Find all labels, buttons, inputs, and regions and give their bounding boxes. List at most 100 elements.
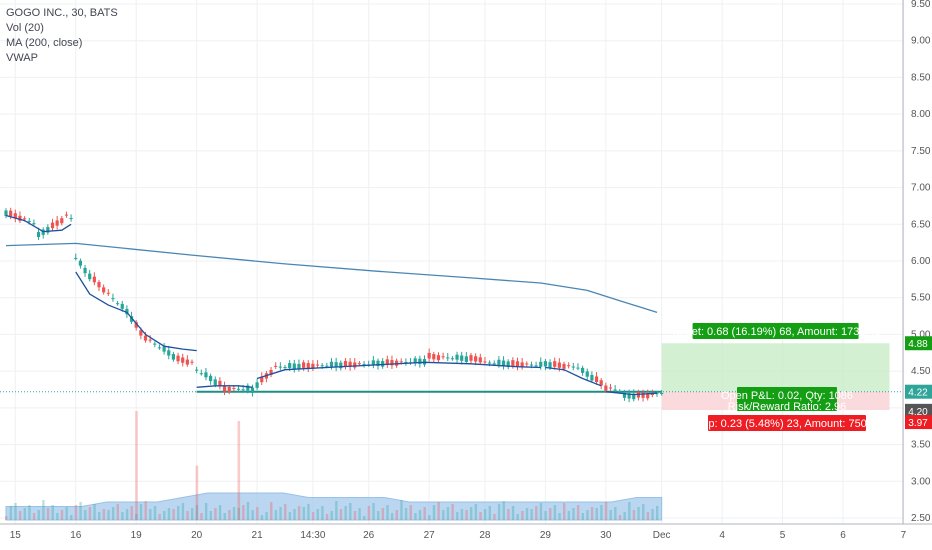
candle[interactable] <box>292 363 296 369</box>
candle[interactable] <box>515 361 520 367</box>
candle[interactable] <box>171 354 175 360</box>
candle[interactable] <box>190 361 194 363</box>
candle[interactable] <box>213 379 217 385</box>
candle[interactable] <box>576 367 580 369</box>
candle[interactable] <box>157 347 162 349</box>
candle[interactable] <box>311 363 315 369</box>
candle[interactable] <box>209 375 213 382</box>
candle[interactable] <box>613 389 617 391</box>
pnl-label[interactable] <box>737 387 837 411</box>
candle[interactable] <box>241 389 245 391</box>
candle[interactable] <box>9 210 13 217</box>
candle[interactable] <box>478 357 482 363</box>
candle[interactable] <box>594 376 599 383</box>
candle[interactable] <box>27 220 31 222</box>
candle[interactable] <box>404 361 408 363</box>
candle[interactable] <box>315 364 320 366</box>
candle[interactable] <box>474 356 478 362</box>
candle[interactable] <box>650 393 654 395</box>
candle[interactable] <box>222 386 227 392</box>
candle[interactable] <box>13 213 17 219</box>
candle[interactable] <box>520 362 524 368</box>
candle[interactable] <box>581 367 585 373</box>
candle[interactable] <box>436 355 441 361</box>
stop-label[interactable] <box>708 415 866 431</box>
candle[interactable] <box>511 360 515 366</box>
candle[interactable] <box>64 214 69 216</box>
candle[interactable] <box>460 355 464 361</box>
candle[interactable] <box>120 303 124 309</box>
candle[interactable] <box>469 355 473 361</box>
candle[interactable] <box>162 346 166 352</box>
candle[interactable] <box>97 282 101 288</box>
candle[interactable] <box>362 363 366 365</box>
candle[interactable] <box>357 363 361 365</box>
candle[interactable] <box>153 343 157 345</box>
vwap-line[interactable] <box>5 214 72 233</box>
candle[interactable] <box>129 316 134 322</box>
candle[interactable] <box>446 357 450 359</box>
candle[interactable] <box>441 356 445 358</box>
candle[interactable] <box>288 363 292 369</box>
candle[interactable] <box>297 363 301 370</box>
candle[interactable] <box>83 267 87 274</box>
vwap-line[interactable] <box>605 391 658 396</box>
candle[interactable] <box>539 361 543 367</box>
candle[interactable] <box>455 354 459 360</box>
candle[interactable] <box>385 359 389 365</box>
candle[interactable] <box>627 393 631 399</box>
candle[interactable] <box>562 363 566 369</box>
candle[interactable] <box>590 374 594 381</box>
candle[interactable] <box>543 361 547 367</box>
candle[interactable] <box>134 322 138 328</box>
candle[interactable] <box>143 335 148 341</box>
candle[interactable] <box>69 218 73 220</box>
candle[interactable] <box>557 362 561 368</box>
candle[interactable] <box>529 364 534 366</box>
candle[interactable] <box>604 385 608 391</box>
candle[interactable] <box>227 387 231 392</box>
candle[interactable] <box>325 365 329 367</box>
candle[interactable] <box>185 359 189 365</box>
candle[interactable] <box>464 356 468 362</box>
candle[interactable] <box>181 357 185 363</box>
candle[interactable] <box>176 355 180 362</box>
candle[interactable] <box>506 361 510 367</box>
candle[interactable] <box>618 391 622 393</box>
candle[interactable] <box>278 366 282 368</box>
legend-moving-average[interactable]: MA (200, close) <box>6 37 83 49</box>
candle[interactable] <box>353 362 357 368</box>
candle[interactable] <box>329 361 334 367</box>
candle[interactable] <box>483 361 487 363</box>
candle[interactable] <box>23 218 27 220</box>
candle[interactable] <box>195 369 199 371</box>
candle[interactable] <box>571 366 575 368</box>
legend-volume[interactable]: Vol (20) <box>6 22 44 34</box>
vwap-line[interactable] <box>545 366 602 387</box>
candle[interactable] <box>567 365 571 367</box>
candle[interactable] <box>450 358 454 360</box>
candle[interactable] <box>390 360 394 366</box>
candle[interactable] <box>492 363 496 365</box>
candle[interactable] <box>269 369 273 375</box>
candle[interactable] <box>427 352 431 359</box>
candle[interactable] <box>148 339 152 341</box>
candle[interactable] <box>585 371 589 377</box>
candle[interactable] <box>399 361 403 363</box>
candle[interactable] <box>320 365 324 367</box>
candle[interactable] <box>432 354 436 360</box>
candle[interactable] <box>139 330 143 336</box>
candle[interactable] <box>74 257 78 259</box>
candle[interactable] <box>236 388 241 390</box>
candle[interactable] <box>246 385 250 391</box>
vwap-line[interactable] <box>75 271 197 352</box>
candle[interactable] <box>106 292 110 294</box>
candle[interactable] <box>371 360 375 366</box>
candle[interactable] <box>641 392 645 398</box>
candle[interactable] <box>334 362 338 368</box>
candle[interactable] <box>599 380 603 386</box>
candle[interactable] <box>525 363 529 365</box>
candle[interactable] <box>548 362 552 368</box>
candle[interactable] <box>255 382 259 388</box>
